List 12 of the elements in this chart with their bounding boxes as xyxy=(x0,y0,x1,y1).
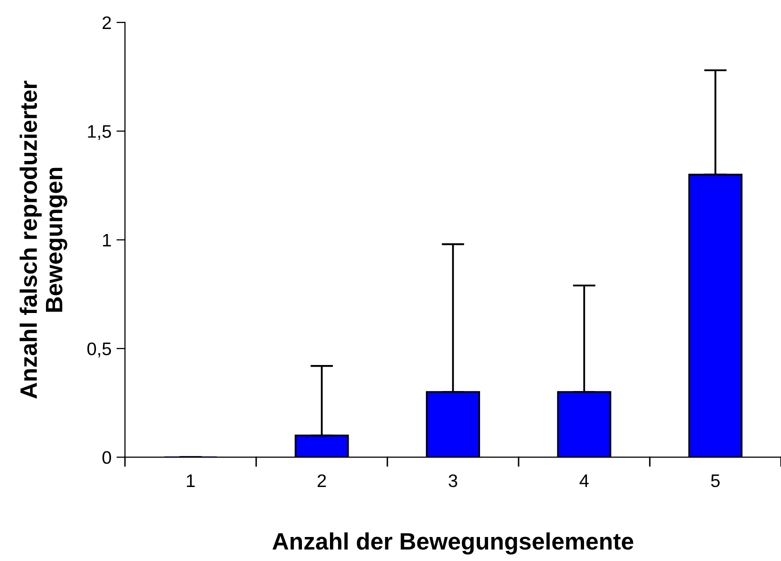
y-tick-label: 1 xyxy=(103,234,111,246)
y-tick-label: 2 xyxy=(102,16,111,29)
x-tick-label: 2 xyxy=(318,474,326,487)
y-tick-label: 1,5 xyxy=(88,125,112,140)
y-axis-title: Anzahl falsch reproduzierter Bewegungen xyxy=(20,80,68,399)
x-tick-label: 1 xyxy=(186,474,195,487)
x-tick-label: 5 xyxy=(711,474,720,488)
x-axis-title: Anzahl der Bewegungselemente xyxy=(272,532,634,554)
x-tick-label: 4 xyxy=(580,474,589,487)
y-tick-label: 0 xyxy=(102,451,112,464)
y-tick-label: 0,5 xyxy=(87,342,112,358)
x-tick-label: 3 xyxy=(448,474,458,488)
